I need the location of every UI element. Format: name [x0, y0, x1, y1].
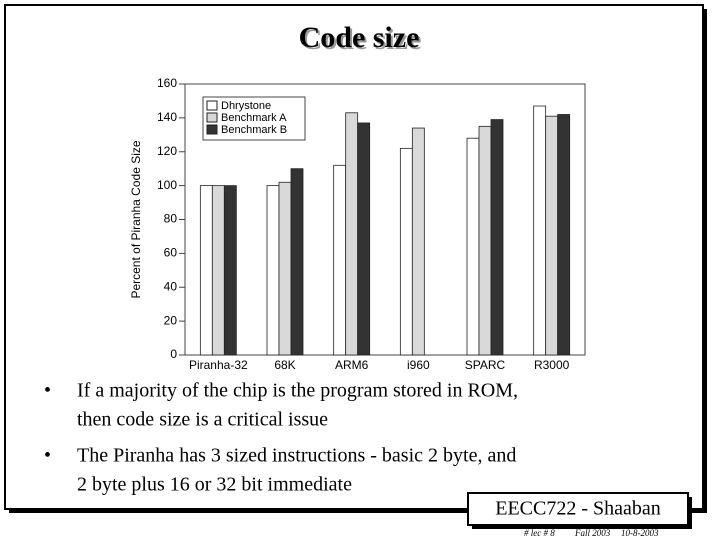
badge	[467, 492, 689, 526]
legend-label: Dhrystone	[221, 100, 271, 112]
y-tick-label: 60	[164, 246, 178, 260]
bar	[266, 185, 280, 356]
bar	[345, 112, 359, 356]
bar	[290, 168, 304, 356]
x-tick-label: SPARC	[465, 358, 506, 372]
x-tick-label: i960	[407, 358, 430, 372]
x-tick-label: Piranha-32	[189, 358, 248, 372]
y-tick-label: 140	[157, 110, 177, 124]
bullet-text: If a majority of the chip is the program…	[77, 380, 518, 402]
bar	[199, 185, 213, 356]
y-tick-label: 100	[157, 178, 177, 192]
bar	[399, 147, 413, 356]
footer-term: Fall 2003	[574, 528, 611, 538]
bar	[557, 114, 571, 356]
bar	[333, 164, 347, 356]
bar	[533, 105, 547, 356]
bar	[223, 185, 237, 356]
y-tick-label: 0	[170, 347, 177, 361]
legend-swatch	[206, 124, 218, 135]
y-tick-label: 40	[164, 279, 178, 293]
bar	[278, 181, 292, 356]
badge-text: EECC722 - Shaaban	[495, 498, 661, 520]
bar	[357, 122, 371, 356]
footer-lecture: # lec # 8	[524, 528, 555, 538]
title-shadow: Code size	[301, 23, 422, 56]
bullet-list: • If a majority of the chip is the progra…	[44, 380, 518, 496]
legend-swatch	[206, 100, 218, 111]
chart: 0 20 40 60 80 100 120 140 160 Percent of Piranha …	[129, 76, 586, 372]
bullet-text: then code size is a critical issue	[77, 409, 328, 431]
legend-box	[202, 96, 306, 141]
y-tick-label: 80	[164, 212, 178, 226]
y-tick-label: 120	[157, 144, 177, 158]
bullet-dot: •	[44, 380, 51, 402]
y-axis-label: Percent of Piranha Code Size	[129, 140, 143, 298]
bullet-dot: •	[44, 445, 51, 467]
bullet-text: The Piranha has 3 sized instructions - b…	[77, 445, 516, 467]
bar	[411, 127, 425, 356]
y-tick-label: 20	[164, 313, 178, 327]
x-tick-label: ARM6	[335, 358, 369, 372]
y-tick-label: 160	[157, 76, 177, 90]
bar	[545, 115, 559, 356]
legend-swatch	[206, 112, 218, 123]
bullet-text: 2 byte plus 16 or 32 bit immediate	[77, 474, 352, 496]
x-tick-label: R3000	[534, 358, 570, 372]
footer-date: 10-8-2003	[621, 528, 659, 538]
bar	[211, 185, 225, 356]
slide-title: Code size	[299, 21, 420, 54]
x-tick-label: 68K	[274, 358, 295, 372]
legend-label: Benchmark A	[221, 112, 287, 124]
bar	[490, 119, 504, 356]
legend-label: Benchmark B	[221, 124, 287, 136]
bar	[466, 137, 480, 356]
bar	[478, 125, 492, 356]
